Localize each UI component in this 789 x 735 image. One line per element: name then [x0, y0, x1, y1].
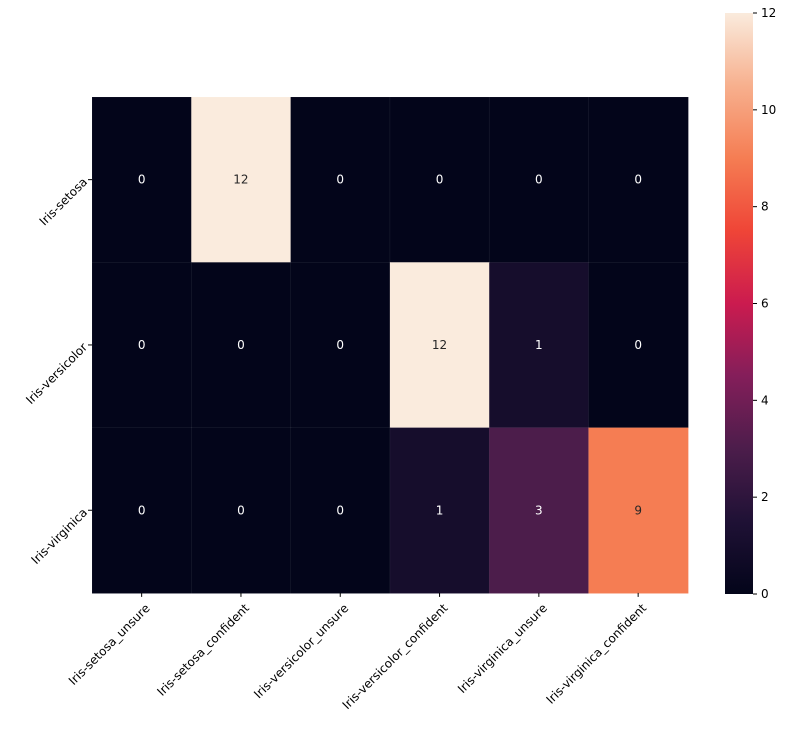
column-tick-label: Iris-virginica_unsure [455, 601, 550, 696]
heatmap-cell [91, 96, 193, 264]
heatmap-cell [389, 96, 491, 264]
heatmap-cell-value: 12 [233, 173, 248, 187]
heatmap-cell-value: 0 [336, 503, 344, 517]
heatmap-cells [91, 96, 689, 594]
column-tick-label: Iris-setosa_confident [154, 601, 252, 699]
heatmap-cell [588, 427, 689, 594]
colorbar-tick-label: 2 [761, 490, 769, 504]
heatmap-cell-value: 0 [237, 338, 245, 352]
heatmap-cell-value: 0 [634, 338, 642, 352]
colorbar-tick-label: 6 [761, 297, 769, 311]
heatmap-cell-value: 0 [237, 503, 245, 517]
heatmap-cell [91, 427, 193, 594]
colorbar-tick-label: 12 [761, 6, 776, 20]
column-tick-label: Iris-setosa_unsure [66, 601, 153, 688]
heatmap-cell-value: 0 [138, 173, 146, 187]
row-tick-labels: Iris-setosa Iris-versicolor Iris-virginica [23, 175, 92, 567]
heatmap-cell-value: 0 [336, 173, 344, 187]
colorbar: 0 2 4 6 8 10 12 [725, 6, 776, 601]
heatmap-cell-value: 0 [436, 173, 444, 187]
column-tick-label: Iris-virginica_confident [544, 601, 650, 707]
heatmap-cell [488, 96, 590, 264]
heatmap-cell [290, 96, 391, 264]
column-tick-label: Iris-versicolor_confident [340, 601, 451, 712]
row-tick-label: Iris-virginica [29, 505, 91, 567]
heatmap-cell [588, 262, 689, 429]
row-tick-label: Iris-setosa [37, 175, 91, 229]
heatmap-cell [389, 262, 491, 429]
row-tick-label: Iris-versicolor [23, 340, 90, 407]
heatmap-cell-value: 0 [535, 173, 543, 187]
heatmap-cell [588, 96, 689, 264]
heatmap-cell [488, 427, 590, 594]
column-tick-labels: Iris-setosa_unsure Iris-setosa_confident I… [66, 592, 650, 712]
heatmap-cell-value: 12 [432, 338, 447, 352]
heatmap-cell-value: 9 [634, 503, 642, 517]
colorbar-tick-label: 4 [761, 393, 769, 407]
heatmap-cell-value: 1 [436, 503, 444, 517]
heatmap-cell [91, 262, 193, 429]
colorbar-tick-label: 0 [761, 587, 769, 601]
colorbar-ticks: 0 2 4 6 8 10 12 [753, 6, 776, 601]
heatmap-cell [389, 427, 491, 594]
heatmap-cell [191, 427, 292, 594]
heatmap-cell [290, 427, 391, 594]
heatmap-cell [191, 96, 292, 264]
heatmap-cell-value: 0 [634, 173, 642, 187]
heatmap-cell-value: 1 [535, 338, 543, 352]
heatmap-cell-value: 0 [138, 503, 146, 517]
colorbar-tick-label: 10 [761, 103, 776, 117]
colorbar-gradient [725, 13, 753, 594]
heatmap-cell-value: 0 [336, 338, 344, 352]
heatmap-cell-value: 3 [535, 503, 543, 517]
heatmap-cell-value: 0 [138, 338, 146, 352]
heatmap-cell [191, 262, 292, 429]
colorbar-tick-label: 8 [761, 200, 769, 214]
column-tick-label: Iris-versicolor_unsure [251, 601, 351, 701]
heatmap-cell-labels: 0 12 0 0 0 0 0 0 0 12 1 0 0 0 0 1 3 9 [138, 173, 642, 518]
